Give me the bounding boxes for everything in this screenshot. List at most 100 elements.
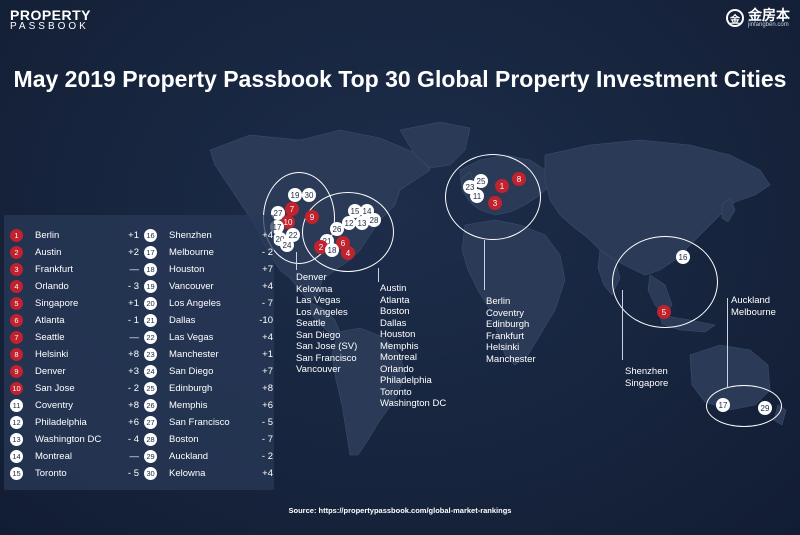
- region-city-name: Melbourne: [731, 306, 776, 318]
- rank-change: +3: [128, 366, 139, 377]
- rank-change: —: [129, 332, 140, 343]
- rank-city: Coventry: [35, 400, 74, 411]
- ranking-row: 3 Frankfurt —: [10, 261, 140, 278]
- rank-change: - 2: [261, 451, 273, 462]
- rank-badge: 14: [10, 450, 23, 463]
- region-city-name: Seattle: [296, 318, 326, 329]
- page-title: May 2019 Property Passbook Top 30 Global…: [13, 66, 787, 92]
- region-city-name: Manchester: [486, 353, 536, 365]
- rank-badge: 2: [10, 246, 23, 259]
- region-city-name: Los Angeles: [296, 306, 348, 318]
- rank-city: Atlanta: [35, 315, 65, 326]
- ranking-row: 16 Shenzhen +4: [144, 227, 274, 244]
- rank-badge: 27: [144, 416, 157, 429]
- ranking-row: 25 Edinburgh +8: [144, 380, 274, 397]
- rank-city: Los Angeles: [169, 298, 221, 309]
- ranking-row: 2 Austin +2: [10, 244, 140, 261]
- rank-change: +2: [128, 247, 139, 258]
- city-pin: 18: [325, 243, 339, 257]
- ranking-row: 13 Washington DC - 4: [10, 431, 140, 448]
- rank-badge: 12: [10, 416, 23, 429]
- rank-badge: 5: [10, 297, 23, 310]
- ranking-row: 27 San Francisco - 5: [144, 414, 274, 431]
- ranking-row: 8 Helsinki +8: [10, 346, 140, 363]
- rank-change: - 3: [127, 281, 139, 292]
- rank-badge: 22: [144, 331, 157, 344]
- city-pin: 17: [716, 398, 730, 412]
- ranking-row: 30 Kelowna +4: [144, 465, 274, 482]
- ranking-column-left: 1 Berlin +1 2 Austin +2 3 Frankfurt — 4 Orlando - 3…: [10, 227, 140, 482]
- ranking-row: 17 Melbourne - 2: [144, 244, 274, 261]
- property-passbook-logo: PROPERTY PASSBOOK: [10, 8, 91, 32]
- region-city-name: Kelowna: [296, 283, 333, 295]
- oceania-leader: [727, 298, 728, 388]
- rank-badge: 10: [10, 382, 23, 395]
- region-city-name: Montreal: [380, 352, 417, 363]
- rank-change: - 7: [261, 298, 273, 309]
- asia-leader: [622, 290, 623, 360]
- rank-city: Frankfurt: [35, 264, 74, 275]
- ranking-row: 11 Coventry +8: [10, 397, 140, 414]
- region-city-name: Auckland: [731, 295, 771, 306]
- greenland-landmass: [399, 121, 471, 169]
- rank-city: Orlando: [35, 281, 69, 292]
- jinfangben-name: 金房本: [748, 7, 790, 23]
- rank-badge: 8: [10, 348, 23, 361]
- ranking-row: 20 Los Angeles - 7: [144, 295, 274, 312]
- rank-badge: 29: [144, 450, 157, 463]
- logo-line-1: PROPERTY: [10, 7, 92, 23]
- rank-city: Berlin: [35, 230, 60, 241]
- ranking-row: 22 Las Vegas +4: [144, 329, 274, 346]
- jinfangben-domain: jinfangben.com: [748, 22, 789, 28]
- ranking-row: 7 Seattle —: [10, 329, 140, 346]
- rank-change: +1: [128, 298, 139, 309]
- rank-change: - 2: [261, 247, 273, 258]
- us-west-city-list: Denver Kelowna Las Vegas Los Angeles Seattle…: [296, 272, 357, 376]
- source-note: Source: https://propertypassbook.com/glo…: [288, 506, 512, 515]
- rank-badge: 7: [10, 331, 23, 344]
- ranking-row: 21 Dallas -10: [144, 312, 274, 329]
- rank-badge: 30: [144, 467, 157, 480]
- rank-badge: 17: [144, 246, 157, 259]
- region-city-name: Vancouver: [296, 364, 341, 375]
- rank-badge: 16: [144, 229, 157, 242]
- region-city-name: Houston: [380, 329, 416, 340]
- rank-badge: 24: [144, 365, 157, 378]
- city-pin: 7: [285, 202, 299, 216]
- ranking-row: 15 Toronto - 5: [10, 465, 140, 482]
- city-pin: 26: [330, 222, 344, 236]
- rank-city: Austin: [35, 247, 62, 258]
- region-city-name: Helsinki: [486, 342, 520, 353]
- city-pin: 10: [281, 215, 295, 229]
- rank-city: San Francisco: [169, 417, 230, 428]
- asia-city-list: Shenzhen Singapore: [625, 366, 668, 389]
- rank-badge: 19: [144, 280, 157, 293]
- rank-city: Washington DC: [35, 434, 102, 445]
- oceania-city-list: Auckland Melbourne: [731, 295, 776, 318]
- rank-change: +6: [262, 400, 273, 411]
- city-pin: 11: [470, 189, 484, 203]
- region-city-name: Toronto: [380, 386, 412, 398]
- ranking-table: 1 Berlin +1 2 Austin +2 3 Frankfurt — 4 Orlando - 3…: [4, 215, 274, 490]
- ranking-row: 4 Orlando - 3: [10, 278, 140, 295]
- ranking-row: 24 San Diego +7: [144, 363, 274, 380]
- region-city-name: Philadelphia: [380, 375, 432, 386]
- rank-city: San Jose: [35, 383, 75, 394]
- us-east-city-list: Austin Atlanta Boston Dallas Houston Memphis M…: [380, 283, 446, 410]
- south-america-landmass: [331, 327, 406, 456]
- rank-city: Auckland: [169, 451, 209, 462]
- rank-change: +8: [128, 349, 139, 360]
- ranking-row: 1 Berlin +1: [10, 227, 140, 244]
- rank-city: Kelowna: [169, 468, 206, 479]
- region-city-name: San Diego: [296, 329, 341, 341]
- region-city-name: Washington DC: [380, 398, 447, 409]
- rank-badge: 26: [144, 399, 157, 412]
- rank-city: Philadelphia: [35, 417, 87, 428]
- rank-city: Memphis: [169, 400, 208, 411]
- us-east-circle: [302, 192, 394, 272]
- city-pin: 15: [348, 204, 362, 218]
- ranking-row: 26 Memphis +6: [144, 397, 274, 414]
- city-pin: 3: [488, 196, 502, 210]
- rank-badge: 25: [144, 382, 157, 395]
